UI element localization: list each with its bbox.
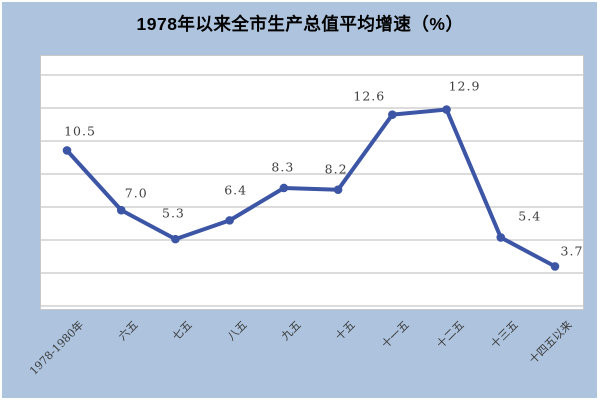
data-point-marker (62, 146, 72, 155)
data-point-marker (171, 234, 180, 244)
data-point-marker (550, 262, 560, 271)
data-point-marker (496, 233, 506, 242)
data-point-marker (442, 105, 451, 114)
plot-area (40, 55, 584, 310)
series-line (65, 107, 557, 269)
data-point-marker (333, 185, 343, 194)
data-point-marker (279, 183, 289, 193)
data-point-marker (225, 216, 234, 225)
data-point-marker (116, 205, 126, 215)
chart-title: 1978年以来全市生产总值平均增速（%） (136, 14, 464, 34)
data-point-marker (388, 110, 397, 119)
